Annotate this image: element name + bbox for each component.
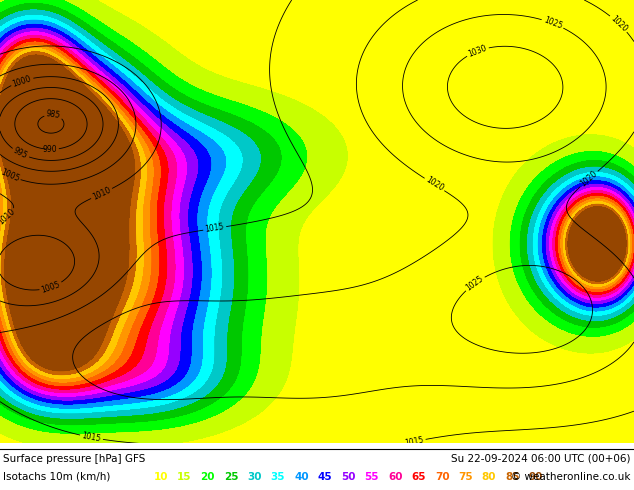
Text: 25: 25 bbox=[224, 472, 238, 482]
Text: 50: 50 bbox=[341, 472, 356, 482]
Text: 35: 35 bbox=[271, 472, 285, 482]
Text: 60: 60 bbox=[388, 472, 403, 482]
Text: 1025: 1025 bbox=[542, 16, 563, 31]
Text: Su 22-09-2024 06:00 UTC (00+06): Su 22-09-2024 06:00 UTC (00+06) bbox=[451, 454, 631, 464]
Text: 1030: 1030 bbox=[467, 44, 488, 59]
Text: 10: 10 bbox=[153, 472, 168, 482]
Text: Surface pressure [hPa] GFS: Surface pressure [hPa] GFS bbox=[3, 454, 146, 464]
Text: 1010: 1010 bbox=[91, 185, 112, 202]
Text: 90: 90 bbox=[529, 472, 543, 482]
Text: 85: 85 bbox=[505, 472, 520, 482]
Text: 1000: 1000 bbox=[11, 74, 32, 89]
Text: 1020: 1020 bbox=[579, 169, 599, 189]
Text: 80: 80 bbox=[482, 472, 496, 482]
Text: 1015: 1015 bbox=[81, 431, 102, 443]
Text: 65: 65 bbox=[411, 472, 426, 482]
Text: © weatheronline.co.uk: © weatheronline.co.uk bbox=[512, 472, 631, 482]
Text: 40: 40 bbox=[294, 472, 309, 482]
Text: 1010: 1010 bbox=[0, 207, 16, 227]
Text: 75: 75 bbox=[458, 472, 473, 482]
Text: 990: 990 bbox=[42, 145, 57, 154]
Text: 55: 55 bbox=[365, 472, 379, 482]
Text: 1020: 1020 bbox=[609, 14, 629, 33]
Text: 45: 45 bbox=[318, 472, 332, 482]
Text: 1005: 1005 bbox=[0, 168, 20, 184]
Text: 995: 995 bbox=[12, 146, 29, 161]
Text: 1025: 1025 bbox=[465, 274, 486, 293]
Text: 70: 70 bbox=[435, 472, 450, 482]
Text: 1005: 1005 bbox=[40, 280, 61, 294]
Text: 1020: 1020 bbox=[424, 175, 445, 194]
Text: 985: 985 bbox=[46, 110, 61, 121]
Text: 1015: 1015 bbox=[205, 222, 225, 234]
Text: Isotachs 10m (km/h): Isotachs 10m (km/h) bbox=[3, 472, 110, 482]
Text: 20: 20 bbox=[200, 472, 215, 482]
Text: 30: 30 bbox=[247, 472, 262, 482]
Text: 1015: 1015 bbox=[404, 435, 425, 448]
Text: 15: 15 bbox=[177, 472, 191, 482]
